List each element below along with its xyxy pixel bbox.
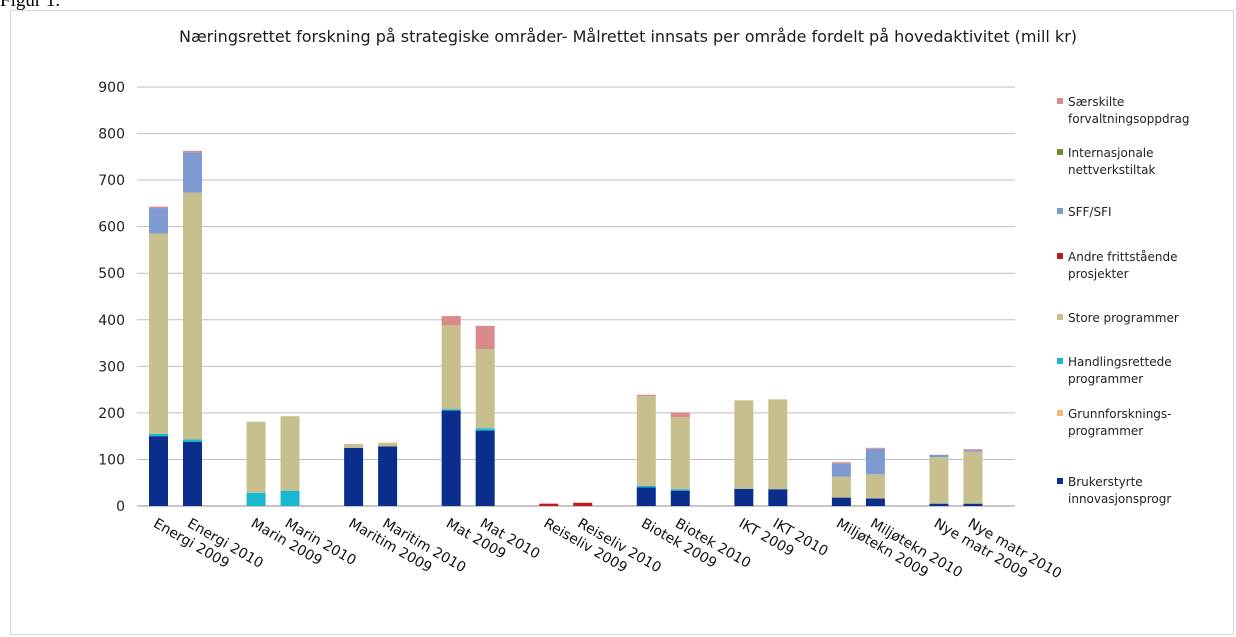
y-tick-label: 400 <box>98 313 125 329</box>
bar-segment <box>670 417 690 490</box>
bar-segment <box>963 503 983 506</box>
legend-label: forvaltningsoppdrag <box>1068 112 1190 126</box>
bar-segment <box>183 150 202 153</box>
bar-segment <box>183 192 202 440</box>
bar-segment <box>475 428 495 431</box>
bar-segment <box>441 325 461 410</box>
y-tick-label: 700 <box>98 173 125 189</box>
legend-label: Andre frittstående <box>1068 250 1178 264</box>
bar-segment <box>831 462 851 464</box>
legend-label: Brukerstyrte <box>1068 475 1143 489</box>
bar-segment <box>183 152 202 193</box>
bar-segment <box>963 450 983 452</box>
bar-segment <box>441 409 461 411</box>
bar-segment <box>149 436 168 506</box>
legend-swatch <box>1057 253 1063 259</box>
bar-segment <box>280 490 300 506</box>
bar-segment <box>246 421 266 493</box>
bar-segment <box>865 498 885 506</box>
bar-segment <box>344 447 364 506</box>
bar-segment <box>539 503 559 506</box>
bar-segment <box>963 451 983 504</box>
bar-segment <box>636 394 656 397</box>
bar-segment <box>670 412 690 418</box>
legend-label: Særskilte <box>1068 95 1124 109</box>
bar-segment <box>929 454 949 458</box>
bar-segment <box>149 206 168 209</box>
bar-segment <box>831 463 851 477</box>
legend-swatch <box>1057 149 1063 155</box>
legend-label: Internasjonale <box>1068 146 1154 160</box>
bar-segment <box>183 441 202 506</box>
bar-segment <box>475 349 495 429</box>
bar-segment <box>149 208 168 234</box>
bar-segment <box>768 489 788 506</box>
bar-segment <box>831 497 851 506</box>
legend-swatch <box>1057 208 1063 214</box>
bars <box>149 150 983 506</box>
bar-segment <box>768 399 788 490</box>
bar-segment <box>378 446 398 506</box>
bar-segment <box>441 316 461 326</box>
legend-label: Handlingsrettede <box>1068 355 1172 369</box>
bar-segment <box>865 448 885 475</box>
legend-swatch <box>1057 314 1063 320</box>
bar-segment <box>573 502 593 506</box>
legend-label: programmer <box>1068 424 1143 438</box>
bar-segment <box>344 444 364 448</box>
bar-segment <box>734 400 754 489</box>
bar-segment <box>475 325 495 350</box>
y-tick-label: 200 <box>98 406 125 422</box>
y-tick-label: 900 <box>98 80 125 96</box>
bar-segment <box>149 233 168 434</box>
legend: Særskilte forvaltningsoppdrag Internasjona… <box>1057 95 1190 506</box>
bar-segment <box>929 503 949 506</box>
y-tick-label: 100 <box>98 452 125 468</box>
legend-label: SFF/SFI <box>1068 205 1112 219</box>
legend-swatch <box>1057 358 1063 364</box>
y-tick-label: 0 <box>116 499 125 515</box>
figure-label: Figur 1. <box>0 0 61 11</box>
legend-swatch <box>1057 410 1063 416</box>
bar-segment <box>670 489 690 491</box>
legend-label: nettverkstiltak <box>1068 163 1155 177</box>
bar-segment <box>963 449 983 451</box>
legend-label: prosjekter <box>1068 267 1129 281</box>
y-tick-label: 300 <box>98 359 125 375</box>
legend-label: Store programmer <box>1068 311 1179 325</box>
legend-label: innovasjonsprogr <box>1068 492 1171 506</box>
legend-swatch <box>1057 478 1063 484</box>
bar-segment <box>246 492 266 506</box>
bar-segment <box>636 396 656 486</box>
bar-segment <box>149 433 168 437</box>
bar-segment <box>865 447 885 449</box>
legend-swatch <box>1057 98 1063 104</box>
bar-segment <box>670 490 690 506</box>
bar-segment <box>831 476 851 498</box>
bar-segment <box>475 430 495 506</box>
bar-segment <box>441 410 461 506</box>
bar-segment <box>280 416 300 491</box>
gridlines <box>137 86 1015 507</box>
legend-label: programmer <box>1068 372 1143 386</box>
y-tick-label: 800 <box>98 127 125 143</box>
bar-segment <box>183 439 202 442</box>
chart-frame <box>10 10 1234 635</box>
y-axis: 0 100 200 300 400 500 600 700 800 900 <box>98 80 125 515</box>
y-tick-label: 600 <box>98 220 125 236</box>
bar-segment <box>865 474 885 499</box>
bar-segment <box>734 488 754 506</box>
bar-segment <box>929 457 949 504</box>
legend-label: Grunnforsknings- <box>1068 407 1172 421</box>
y-tick-label: 500 <box>98 266 125 282</box>
chart-title: Næringsrettet forskning på strategiske o… <box>179 27 1077 46</box>
bar-segment <box>636 487 656 506</box>
bar-segment <box>636 485 656 488</box>
bar-segment <box>378 442 398 447</box>
